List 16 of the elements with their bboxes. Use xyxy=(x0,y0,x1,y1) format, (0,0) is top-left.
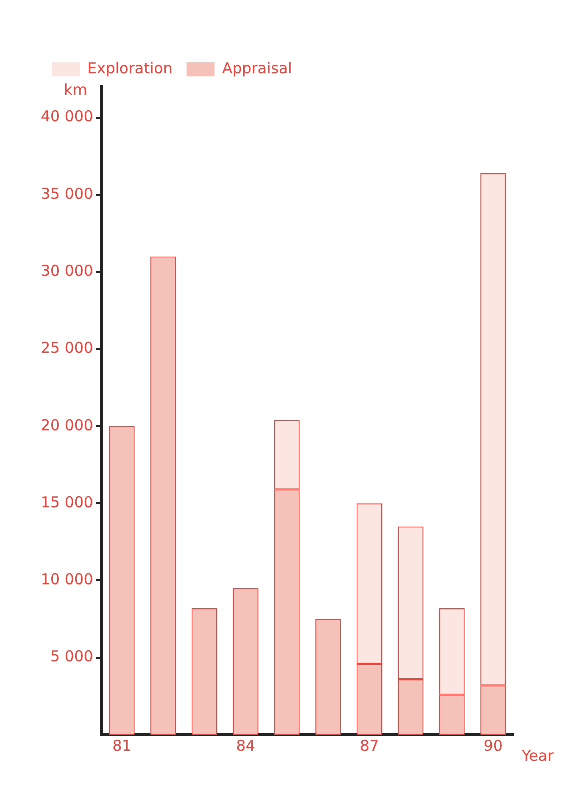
y-axis-title: km xyxy=(64,80,88,99)
y-tick-label: 10 000 xyxy=(40,570,94,589)
x-tick-label: 84 xyxy=(236,736,256,755)
y-tick-label: 40 000 xyxy=(40,108,94,126)
legend-label: Exploration xyxy=(88,59,173,78)
x-tick-label: 87 xyxy=(360,736,380,755)
y-tick-label: 30 000 xyxy=(40,262,94,280)
y-tick-label: 20 000 xyxy=(40,416,94,434)
y-tick-label: 5 000 xyxy=(50,648,94,666)
y-tick-label: 35 000 xyxy=(40,184,94,203)
legend-label: Appraisal xyxy=(222,59,292,78)
x-tick-label: 81 xyxy=(112,736,132,755)
x-tick-label: 90 xyxy=(484,736,503,755)
y-tick-label: 15 000 xyxy=(40,493,94,512)
x-axis-title: Year xyxy=(521,746,555,765)
y-tick-label: 25 000 xyxy=(40,339,94,358)
